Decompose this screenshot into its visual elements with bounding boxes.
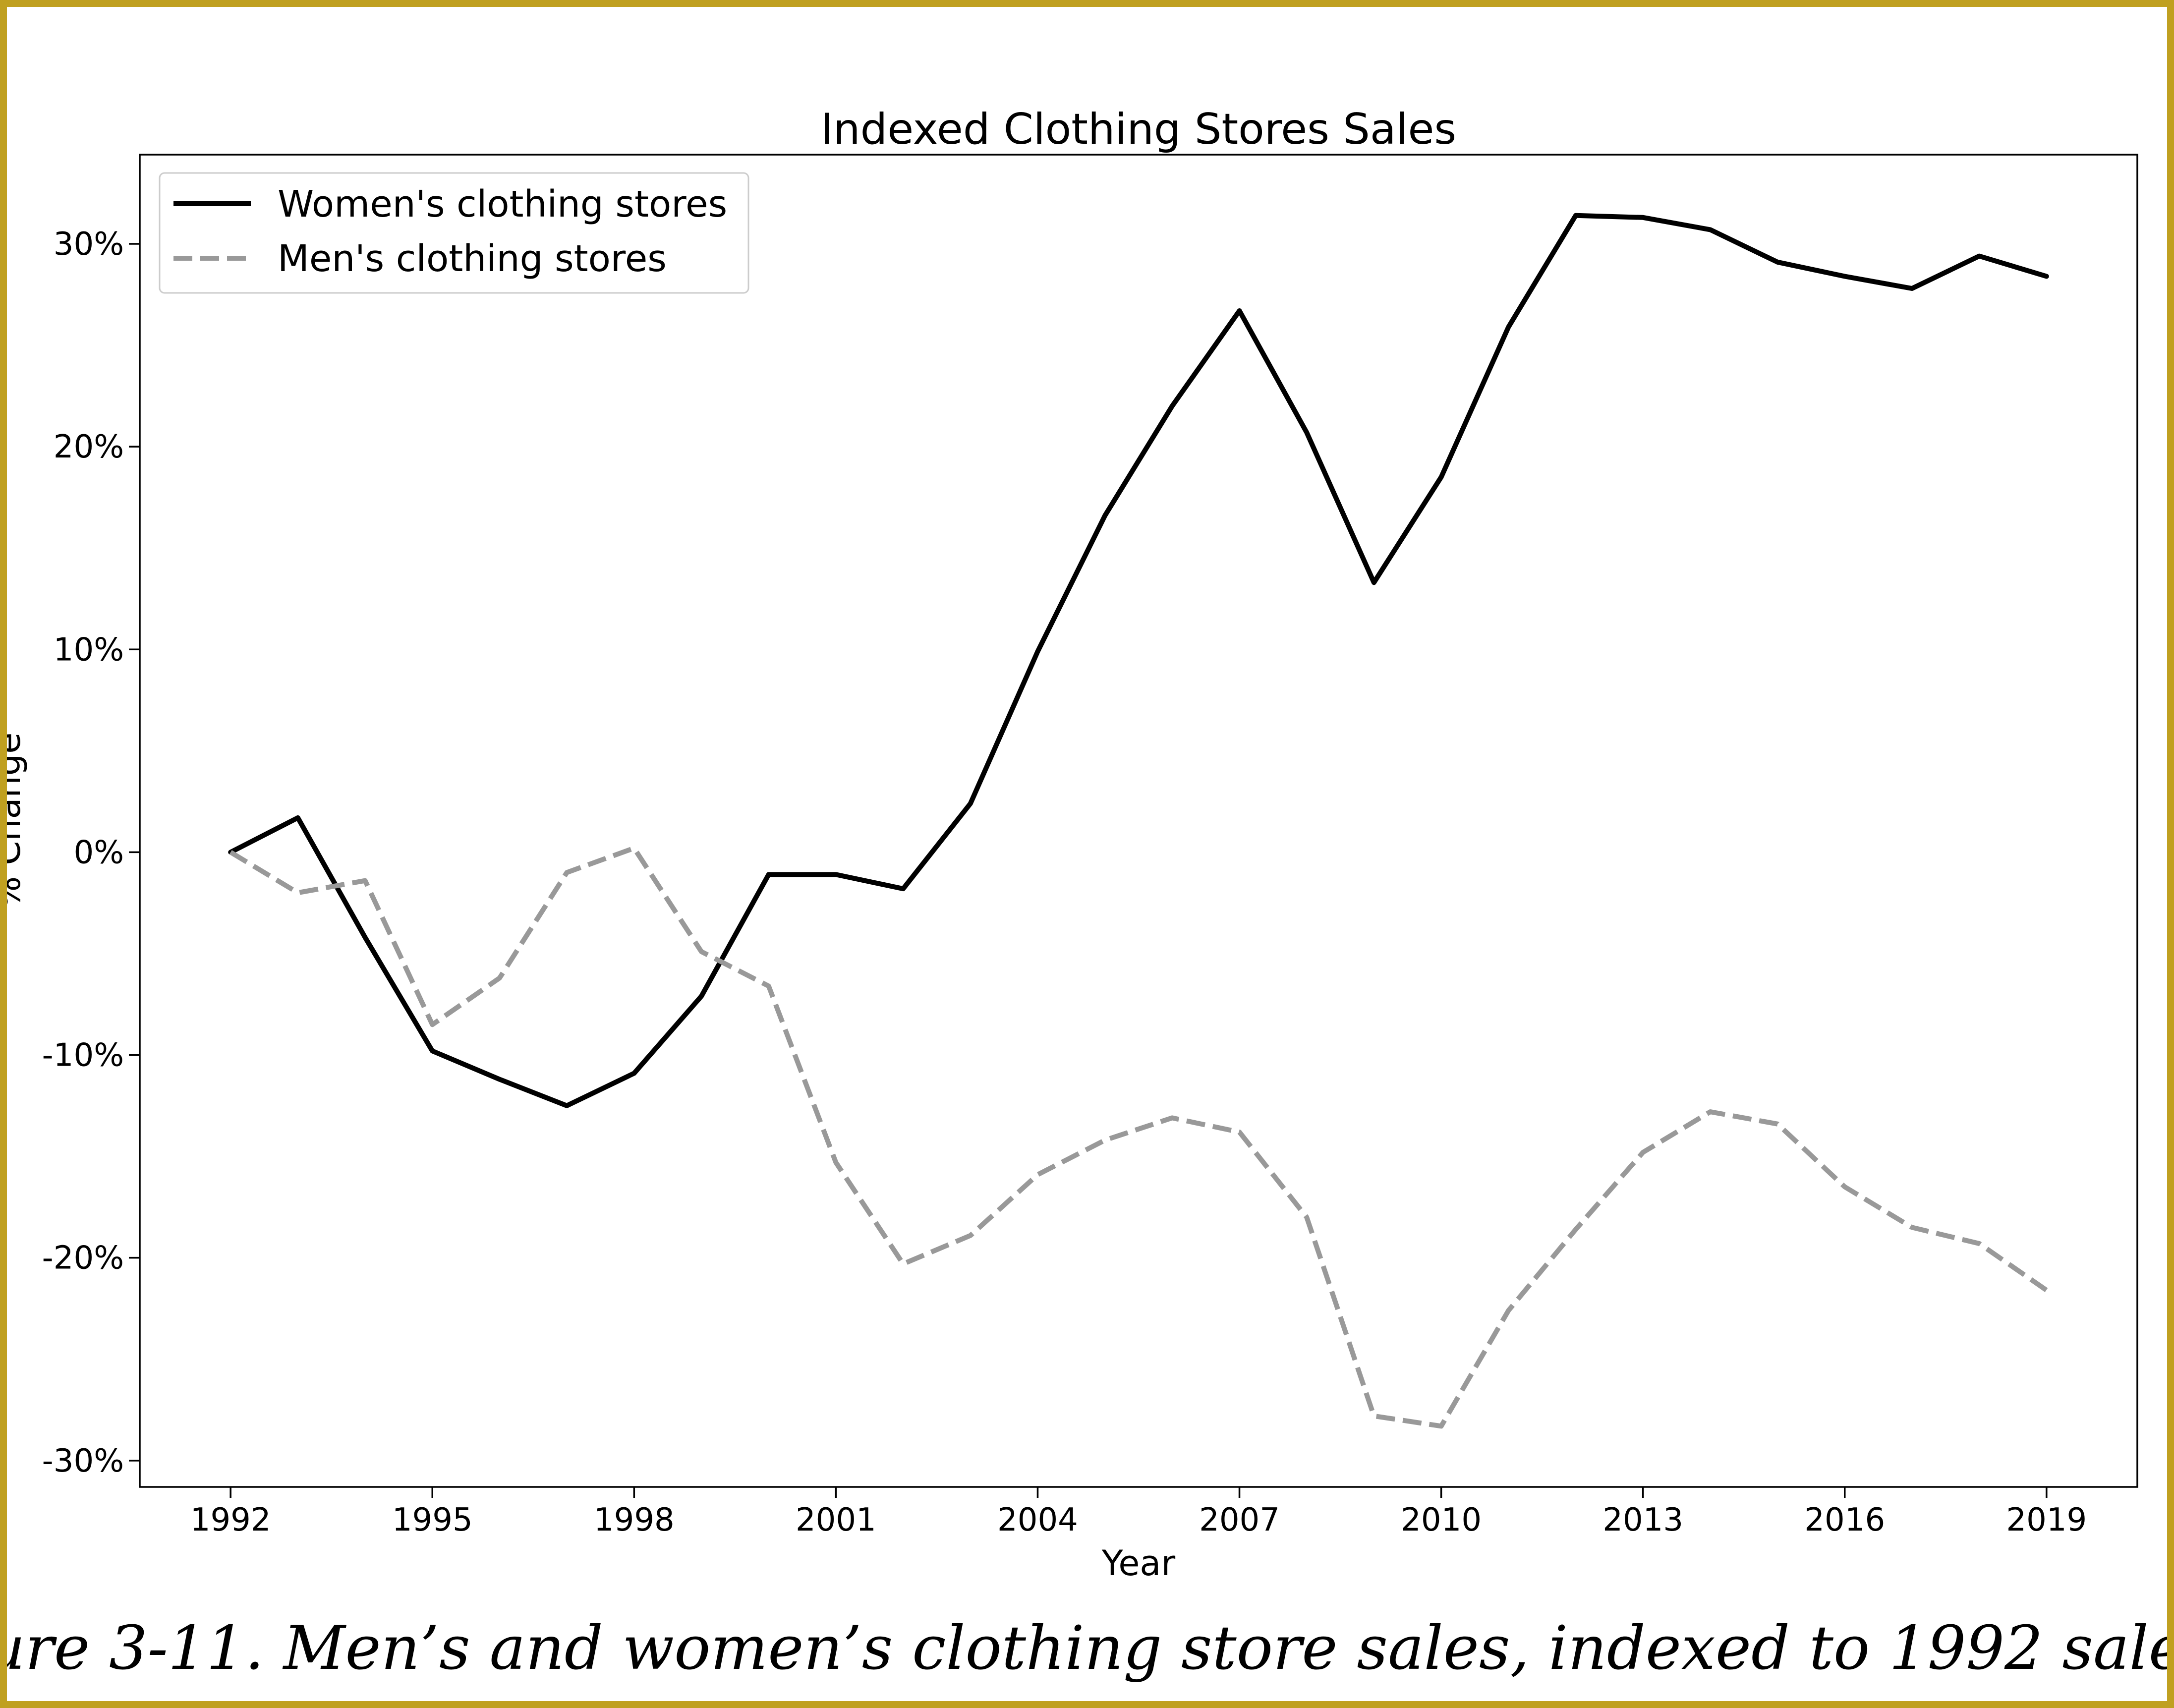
y-tick-label: 30% [54, 226, 124, 263]
womens-clothing-series-line [228, 213, 2049, 1108]
x-axis-label: Year [1101, 1543, 1175, 1584]
x-tick-label: 2016 [1804, 1502, 1885, 1538]
y-tick-label: 0% [73, 834, 124, 871]
x-tick-label: 1998 [594, 1502, 675, 1538]
x-tick-label: 2001 [796, 1502, 876, 1538]
plot-area-frame [139, 154, 2138, 1488]
y-tick-label: 10% [54, 631, 124, 668]
x-tick-label: 2007 [1199, 1502, 1280, 1538]
legend-box [159, 172, 749, 294]
legend: Women's clothing stores Men's clothing st… [159, 172, 749, 294]
x-tick-label: 2004 [997, 1502, 1078, 1538]
y-tick-label: -30% [42, 1443, 124, 1480]
y-tick-label: -10% [42, 1037, 124, 1074]
x-tick-label: 2019 [2006, 1502, 2087, 1538]
x-tick-label: 1992 [190, 1502, 271, 1538]
y-tick-label: -20% [42, 1240, 124, 1277]
legend-label: Women's clothing stores [278, 183, 727, 226]
mens-clothing-series-line [229, 846, 2048, 1429]
x-tick-label: 1995 [392, 1502, 473, 1538]
y-axis-label: % Change [7, 733, 28, 910]
x-tick-label: 2013 [1602, 1502, 1683, 1538]
x-tick-label: 2010 [1401, 1502, 1482, 1538]
figure-caption: gure 3-11. Men’s and women’s clothing st… [0, 1613, 2174, 1683]
chart-title: Indexed Clothing Stores Sales [821, 105, 1456, 154]
line-chart: 1992 1995 1998 2001 2004 2007 2010 2013 2016 2019… [7, 105, 2138, 1584]
legend-label: Men's clothing stores [278, 237, 667, 280]
y-tick-label: 20% [54, 429, 124, 465]
